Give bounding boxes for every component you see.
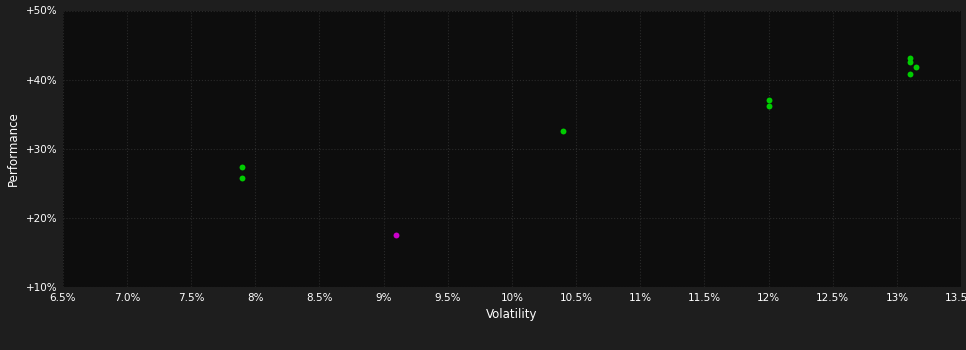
Point — [761, 103, 777, 109]
Y-axis label: Performance: Performance — [7, 111, 20, 186]
Point — [908, 64, 923, 70]
Point — [235, 164, 250, 169]
Point — [902, 55, 918, 60]
X-axis label: Volatility: Volatility — [486, 308, 538, 321]
Point — [555, 129, 571, 134]
Point — [388, 232, 404, 238]
Point — [902, 60, 918, 65]
Point — [902, 71, 918, 77]
Point — [761, 98, 777, 103]
Point — [235, 175, 250, 181]
